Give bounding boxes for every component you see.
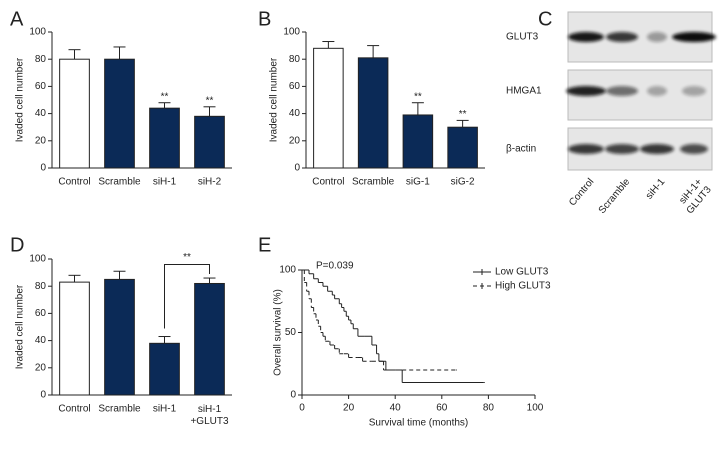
blot-lane-label: Scramble xyxy=(597,176,633,216)
blot-lane-label: Control xyxy=(567,177,596,209)
blot-band xyxy=(566,86,606,96)
blot-band xyxy=(606,32,638,42)
blot-band xyxy=(568,32,604,42)
blot-band xyxy=(647,86,667,96)
y-tick-label: 60 xyxy=(289,81,301,92)
x-axis-label: Survival time (months) xyxy=(369,418,468,429)
blot-band xyxy=(680,144,708,154)
bar xyxy=(357,57,389,169)
bar xyxy=(59,281,90,396)
significance: ** xyxy=(414,91,422,102)
y-tick-label: 100 xyxy=(29,27,46,38)
x-tick-label: 100 xyxy=(527,403,544,414)
legend-label: High GLUT3 xyxy=(495,281,551,292)
y-tick-label: 20 xyxy=(35,135,47,146)
x-tick-label: Scramble xyxy=(98,177,141,188)
blot-row-label: HMGA1 xyxy=(506,86,542,97)
y-tick-label: 60 xyxy=(35,308,47,319)
panel-letter: C xyxy=(538,8,552,30)
blot-band xyxy=(640,144,674,154)
y-axis-label: Ivaded cell number xyxy=(15,284,26,369)
y-tick-label: 20 xyxy=(289,135,301,146)
y-axis-label: Overall survival (%) xyxy=(273,289,284,376)
bar xyxy=(104,58,135,169)
significance: ** xyxy=(206,95,214,106)
x-tick-label: 40 xyxy=(390,403,402,414)
y-tick-label: 100 xyxy=(29,254,46,265)
panel-letter: A xyxy=(10,8,24,30)
blot-band xyxy=(672,32,716,42)
y-tick-label: 0 xyxy=(40,390,46,401)
x-tick-label: Scramble xyxy=(352,177,395,188)
x-tick-label: siG-1 xyxy=(406,177,430,188)
bar xyxy=(402,114,434,169)
x-tick-label: 80 xyxy=(483,403,495,414)
blot-band xyxy=(682,86,706,96)
x-tick-label: Control xyxy=(58,177,90,188)
blot-band xyxy=(606,86,638,96)
bar xyxy=(447,126,478,169)
y-tick-label: 40 xyxy=(289,108,301,119)
significance: ** xyxy=(459,109,467,120)
blot-band xyxy=(605,144,639,154)
bar xyxy=(149,342,180,396)
y-tick-label: 50 xyxy=(285,327,297,338)
x-tick-label: siH-1 xyxy=(153,404,177,415)
panel-letter: D xyxy=(10,234,24,256)
x-tick-label: siH-1 xyxy=(153,177,177,188)
significance-bracket xyxy=(164,263,210,329)
bar xyxy=(194,115,225,169)
x-tick-label: 20 xyxy=(343,403,355,414)
bar xyxy=(149,107,180,169)
significance: ** xyxy=(161,91,169,102)
y-tick-label: 40 xyxy=(35,335,47,346)
bar xyxy=(59,58,90,169)
y-tick-label: 80 xyxy=(289,54,301,65)
x-tick-label: siH-1 +GLUT3 xyxy=(190,404,229,427)
y-tick-label: 100 xyxy=(279,265,296,276)
x-tick-label: siH-2 xyxy=(198,177,222,188)
x-tick-label: 0 xyxy=(299,403,305,414)
y-tick-label: 0 xyxy=(290,390,296,401)
bar xyxy=(313,47,344,169)
x-tick-label: Control xyxy=(58,404,90,415)
panel-letter: B xyxy=(258,8,271,30)
blot-row-label: GLUT3 xyxy=(506,32,539,43)
y-axis-label: Ivaded cell number xyxy=(15,57,26,142)
y-tick-label: 80 xyxy=(35,281,47,292)
blot-band xyxy=(568,144,604,154)
y-tick-label: 40 xyxy=(35,108,47,119)
significance: ** xyxy=(183,252,191,263)
blot-lane-label: siH-1 xyxy=(644,176,668,201)
bar xyxy=(194,282,225,396)
x-tick-label: Scramble xyxy=(98,404,141,415)
y-axis-label: Ivaded cell number xyxy=(269,57,280,142)
p-value: P=0.039 xyxy=(316,261,354,272)
x-tick-label: siG-2 xyxy=(451,177,475,188)
y-tick-label: 0 xyxy=(294,163,300,174)
y-tick-label: 20 xyxy=(35,362,47,373)
panel-letter: E xyxy=(258,234,271,256)
blot-row-label: β-actin xyxy=(506,144,536,155)
legend-label: Low GLUT3 xyxy=(495,267,549,278)
y-tick-label: 100 xyxy=(283,27,300,38)
x-tick-label: 60 xyxy=(436,403,448,414)
y-tick-label: 0 xyxy=(40,163,46,174)
y-tick-label: 60 xyxy=(35,81,47,92)
blot-band xyxy=(647,32,667,42)
blot-lane-label: siH-1+GLUT3 xyxy=(675,176,714,216)
y-tick-label: 80 xyxy=(35,54,47,65)
x-tick-label: Control xyxy=(312,177,344,188)
bar xyxy=(104,278,135,396)
